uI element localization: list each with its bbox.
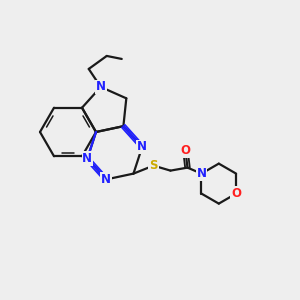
Text: N: N: [82, 152, 92, 165]
Text: N: N: [96, 80, 106, 93]
Text: S: S: [149, 159, 158, 172]
Text: O: O: [231, 187, 241, 200]
Text: N: N: [196, 167, 206, 180]
Text: O: O: [181, 144, 190, 157]
Text: N: N: [137, 140, 147, 154]
Text: N: N: [101, 173, 111, 186]
